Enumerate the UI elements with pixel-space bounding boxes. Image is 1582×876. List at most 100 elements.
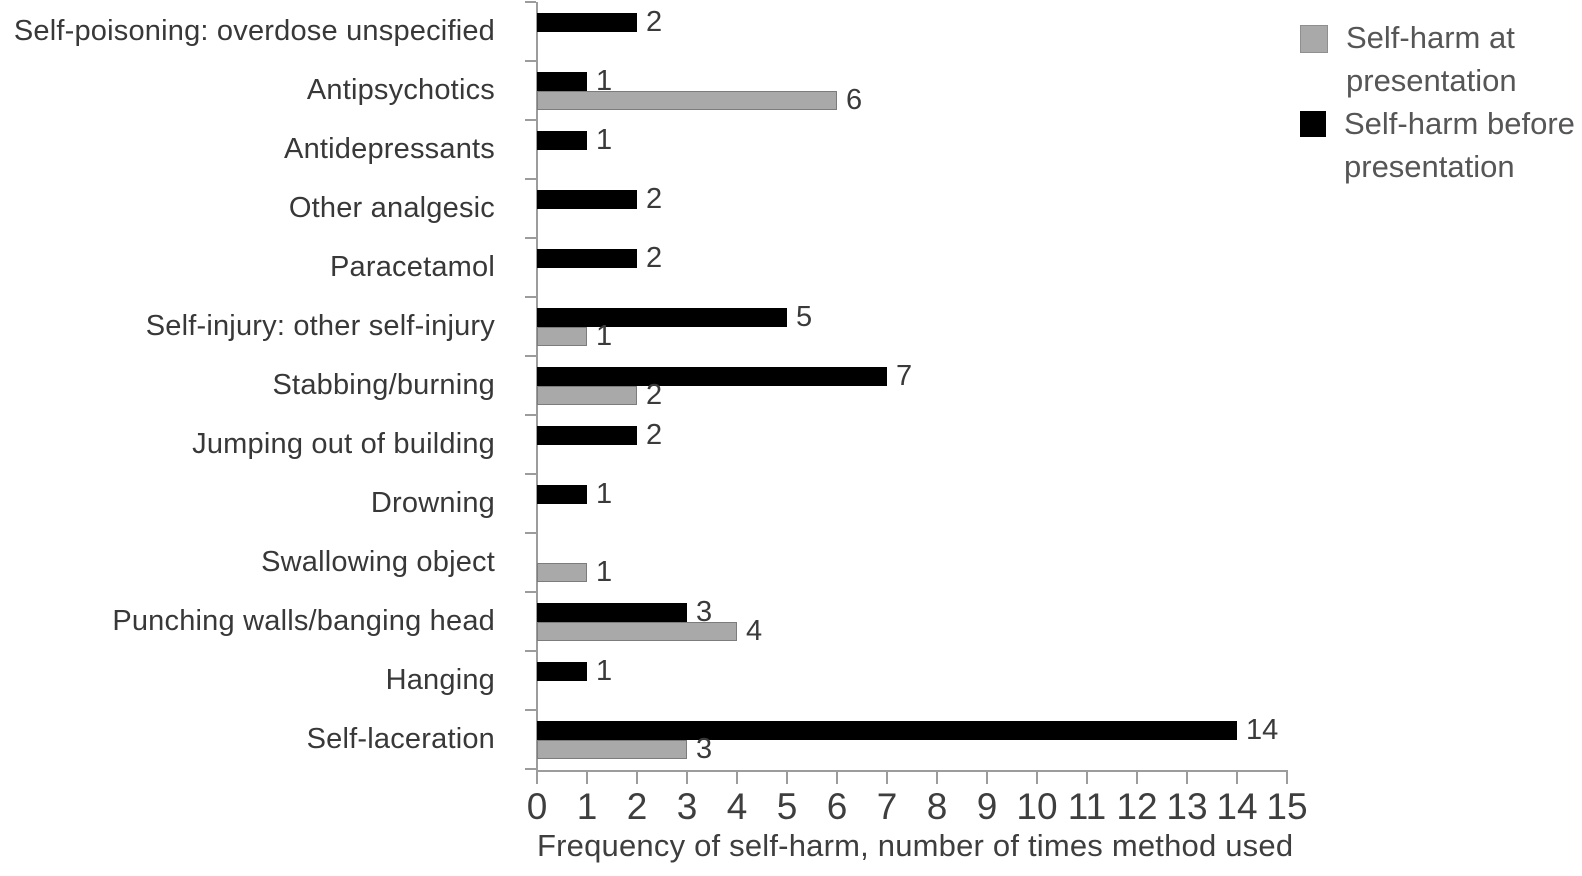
x-axis-tick-label: 11	[1067, 786, 1107, 827]
y-axis-tick	[525, 296, 536, 298]
bar-before-presentation	[537, 131, 587, 150]
y-axis-tick	[525, 650, 536, 652]
x-axis-tick-label: 8	[926, 786, 948, 827]
bar-before-presentation	[537, 13, 637, 32]
y-axis-tick	[525, 768, 536, 770]
value-label: 2	[646, 6, 663, 38]
x-axis-tick	[836, 772, 838, 784]
bar-before-presentation	[537, 603, 687, 622]
x-axis-tick	[586, 772, 588, 784]
category-label: Paracetamol	[330, 251, 495, 283]
legend-label: Self-harm before presentation	[1344, 106, 1575, 184]
y-axis-tick	[525, 237, 536, 239]
x-axis-tick-label: 9	[976, 786, 998, 827]
category-label: Punching walls/banging head	[112, 605, 495, 637]
category-labels: Self-poisoning: overdose unspecified Anti…	[0, 0, 495, 771]
x-axis-title: Frequency of self-harm, number of times …	[537, 828, 1294, 863]
x-axis-tick	[686, 772, 688, 784]
bar-before-presentation	[537, 367, 887, 386]
bar-before-presentation	[537, 308, 787, 327]
value-label: 14	[1246, 714, 1279, 746]
y-axis-tick	[525, 119, 536, 121]
bar-at-presentation	[537, 386, 637, 405]
x-axis-tick-label: 7	[876, 786, 898, 827]
bar-at-presentation	[537, 563, 587, 582]
bar-before-presentation	[537, 721, 1237, 740]
x-axis-tick-label: 2	[626, 786, 648, 827]
legend-item: Self-harm at presentation	[1300, 16, 1575, 102]
value-label: 3	[696, 733, 713, 765]
value-label: 1	[596, 655, 613, 687]
category-label: Jumping out of building	[192, 428, 495, 460]
x-axis: 0 1 2 3 4 5 6 7 8 9 10 11 12 13 14 15	[527, 770, 1308, 827]
y-axis-tick	[525, 60, 536, 62]
x-axis-tick	[636, 772, 638, 784]
legend-item: Self-harm before presentation	[1300, 102, 1575, 188]
value-label: 2	[646, 242, 663, 274]
x-axis-tick	[1286, 772, 1288, 784]
bar-before-presentation	[537, 426, 637, 445]
x-axis-tick-label: 14	[1216, 786, 1258, 827]
category-label: Self-poisoning: overdose unspecified	[13, 15, 495, 47]
y-axis-tick	[525, 473, 536, 475]
category-label: Other analgesic	[288, 192, 495, 224]
x-axis-tick-label: 1	[576, 786, 598, 827]
bar-at-presentation	[537, 327, 587, 346]
value-label: 6	[846, 84, 863, 116]
category-label: Drowning	[370, 487, 495, 519]
value-label: 1	[596, 65, 613, 97]
category-label: Stabbing/burning	[272, 369, 495, 401]
value-label: 7	[896, 360, 913, 392]
x-axis-tick	[736, 772, 738, 784]
x-axis-tick	[1086, 772, 1088, 784]
value-label: 2	[646, 379, 663, 411]
value-label: 5	[796, 301, 813, 333]
legend-swatch-before-presentation	[1300, 111, 1326, 137]
category-label: Self-injury: other self-injury	[145, 310, 495, 342]
bar-at-presentation	[537, 740, 687, 759]
bar-at-presentation	[537, 91, 837, 110]
bar-before-presentation	[537, 249, 637, 268]
plot-area: 2 1 6 1 2 2 5 1 7 2 2 1 1 3 4 1 14 3	[525, 0, 1287, 772]
y-axis-tick	[525, 178, 536, 180]
x-axis-tick-label: 15	[1266, 786, 1308, 827]
y-axis-tick	[525, 591, 536, 593]
x-axis-tick-label: 12	[1116, 786, 1158, 827]
y-axis-tick	[525, 532, 536, 534]
x-axis-tick	[1186, 772, 1188, 784]
value-label: 1	[596, 124, 613, 156]
value-label: 3	[696, 596, 713, 628]
x-axis-tick	[786, 772, 788, 784]
bar-before-presentation	[537, 662, 587, 681]
y-axis-tick	[525, 355, 536, 357]
x-axis-tick	[1236, 772, 1238, 784]
x-axis-tick	[936, 772, 938, 784]
y-axis-tick	[525, 1, 536, 3]
category-label: Antidepressants	[284, 133, 495, 165]
y-axis-tick	[525, 709, 536, 711]
value-label: 2	[646, 419, 663, 451]
value-label: 1	[596, 556, 613, 588]
x-axis-tick-label: 10	[1016, 786, 1058, 827]
x-axis-tick	[986, 772, 988, 784]
x-axis-tick-label: 4	[726, 786, 748, 827]
x-axis-tick	[886, 772, 888, 784]
legend: Self-harm at presentation Self-harm before…	[1300, 16, 1575, 188]
value-label: 2	[646, 183, 663, 215]
x-axis-tick	[1136, 772, 1138, 784]
x-axis-tick-label: 3	[676, 786, 698, 827]
category-label: Hanging	[385, 664, 495, 696]
legend-label: Self-harm at presentation	[1346, 20, 1517, 98]
x-axis-tick-label: 13	[1166, 786, 1208, 827]
bar-at-presentation	[537, 622, 737, 641]
x-axis-tick	[536, 772, 538, 784]
legend-swatch-at-presentation	[1300, 25, 1328, 53]
x-axis-tick	[1036, 772, 1038, 784]
y-axis-tick	[525, 414, 536, 416]
x-axis-tick-label: 0	[526, 786, 548, 827]
category-label: Swallowing object	[261, 546, 495, 578]
category-label: Antipsychotics	[306, 74, 495, 106]
value-label: 1	[596, 478, 613, 510]
x-axis-tick-label: 5	[776, 786, 798, 827]
bar-before-presentation	[537, 72, 587, 91]
